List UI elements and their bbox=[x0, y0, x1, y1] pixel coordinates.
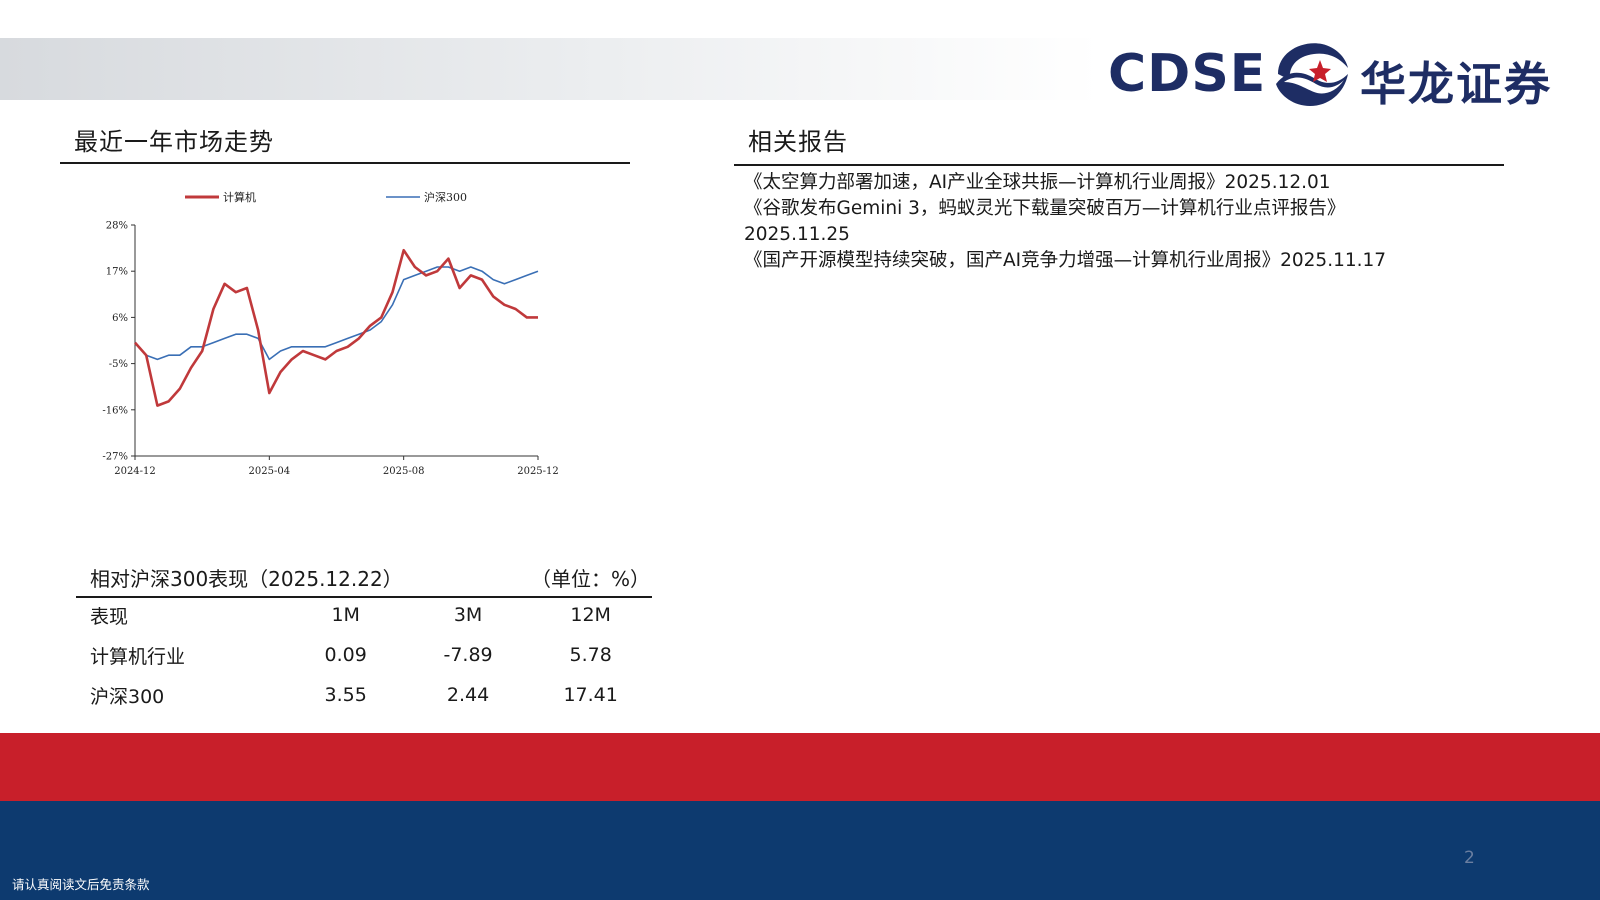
cell-value: 0.09 bbox=[324, 644, 367, 666]
performance-table: 表现 1M 3M 12M 计算机行业 0.09 -7.89 5.78 沪深300… bbox=[76, 595, 652, 715]
y-tick-label: 17% bbox=[106, 267, 128, 278]
performance-title: 相对沪深300表现（2025.12.22） bbox=[90, 567, 403, 591]
y-tick-label: 6% bbox=[112, 313, 128, 324]
x-tick-label: 2025-08 bbox=[383, 466, 425, 477]
performance-unit: （单位：%） bbox=[530, 567, 650, 591]
logo-chinese: 华龙证券 bbox=[1360, 57, 1552, 111]
legend-label: 计算机 bbox=[223, 190, 256, 204]
table-row: 沪深300 3.55 2.44 17.41 bbox=[76, 675, 652, 715]
column-header: 1M bbox=[331, 604, 360, 626]
table-header-row: 表现 1M 3M 12M bbox=[76, 595, 652, 635]
row-label: 计算机行业 bbox=[90, 645, 186, 668]
row-label: 沪深300 bbox=[90, 685, 165, 708]
related-reports-list: 《太空算力部署加速，AI产业全球共振—计算机行业周报》2025.12.01 《谷… bbox=[744, 170, 1504, 274]
footer-blue-band bbox=[0, 801, 1600, 900]
market-trend-title: 最近一年市场走势 bbox=[74, 128, 274, 156]
y-tick-label: 28% bbox=[106, 221, 128, 232]
logo-english: CDSE bbox=[1108, 44, 1267, 104]
report-item[interactable]: 《国产开源模型持续突破，国产AI竞争力增强—计算机行业周报》2025.11.17 bbox=[744, 250, 1387, 271]
series-line-computer bbox=[134, 248, 538, 407]
header-band bbox=[0, 38, 1100, 100]
cell-value: 5.78 bbox=[569, 644, 612, 666]
column-header: 表现 bbox=[90, 605, 129, 628]
cell-value: 3.55 bbox=[324, 684, 367, 706]
x-tick-label: 2025-04 bbox=[249, 466, 291, 477]
cell-value: 2.44 bbox=[446, 684, 490, 706]
cell-value: 17.41 bbox=[563, 684, 618, 706]
x-tick-label: 2024-12 bbox=[114, 466, 156, 477]
column-header: 3M bbox=[453, 604, 483, 626]
related-reports-title: 相关报告 bbox=[748, 128, 848, 156]
logo-emblem-icon bbox=[1276, 43, 1348, 106]
report-item[interactable]: 《太空算力部署加速，AI产业全球共振—计算机行业周报》2025.12.01 bbox=[744, 172, 1331, 193]
legend-label: 沪深300 bbox=[424, 190, 467, 204]
table-row: 计算机行业 0.09 -7.89 5.78 bbox=[76, 635, 652, 675]
y-tick-label: -27% bbox=[102, 452, 128, 463]
report-item-date: 2025.11.25 bbox=[744, 224, 850, 245]
page-number: 2 bbox=[1464, 848, 1475, 868]
column-header: 12M bbox=[570, 604, 611, 626]
performance-rule bbox=[76, 596, 652, 598]
x-tick-label: 2025-12 bbox=[517, 466, 559, 477]
cell-value: -7.89 bbox=[443, 644, 493, 666]
related-reports-rule bbox=[734, 164, 1504, 166]
market-trend-chart: 28% 17% 6% -5% -16% -27% 2024-12 2025-04 2025-08… bbox=[102, 190, 559, 477]
y-tick-label: -5% bbox=[109, 359, 128, 370]
market-trend-rule bbox=[60, 162, 630, 164]
report-item[interactable]: 《谷歌发布Gemini 3，蚂蚁灵光下载量突破百万—计算机行业点评报告》 bbox=[744, 198, 1346, 219]
y-tick-label: -16% bbox=[102, 405, 128, 416]
company-logo: CDSE 华龙证券 bbox=[1108, 36, 1568, 111]
series-line-csi300 bbox=[134, 266, 539, 361]
disclaimer-text: 请认真阅读文后免责条款 bbox=[12, 877, 150, 892]
footer-red-band bbox=[0, 733, 1600, 801]
performance-header: 相对沪深300表现（2025.12.22） （单位：%） bbox=[90, 563, 650, 592]
